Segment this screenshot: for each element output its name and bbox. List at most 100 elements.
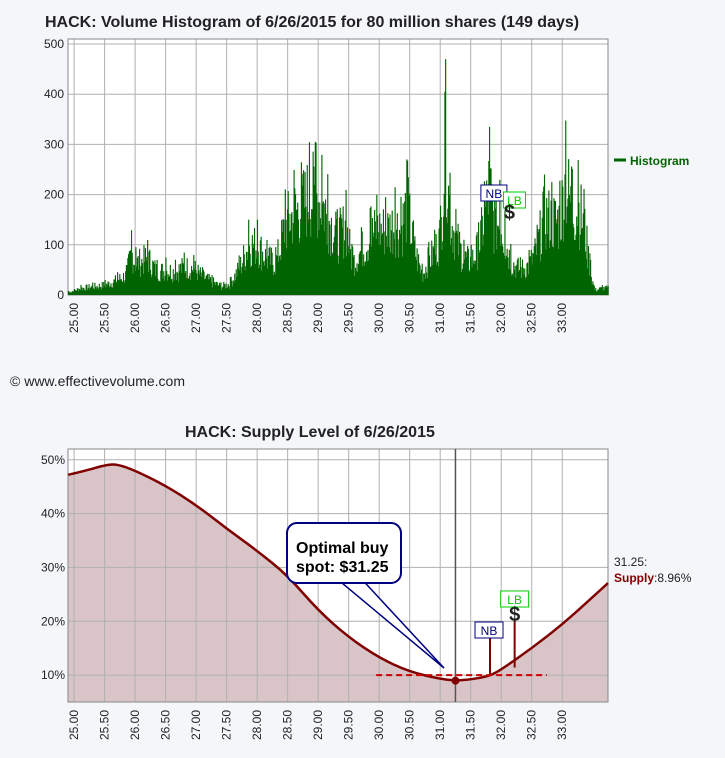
histogram-bar: [290, 213, 292, 295]
histogram-bar: [538, 229, 540, 295]
x-tick-label: 28.50: [281, 710, 295, 740]
histogram-bar: [448, 195, 450, 295]
histogram-bar: [428, 241, 430, 295]
histogram-bar: [133, 265, 136, 295]
supply-grid: [67, 448, 609, 703]
histogram-bar: [103, 282, 105, 295]
histogram-bar: [355, 267, 357, 295]
histogram-bar: [69, 291, 71, 295]
histogram-bar: [113, 279, 115, 295]
histogram-bar: [390, 252, 392, 295]
histogram-bar: [141, 263, 144, 295]
histogram-bar: [323, 231, 325, 295]
y-tick-label: 400: [44, 87, 64, 101]
histogram-bar: [436, 264, 438, 295]
histogram-bar: [330, 256, 332, 295]
histogram-bar: [261, 270, 263, 295]
histogram-bar: [497, 225, 499, 295]
histogram-bar: [130, 250, 132, 295]
histogram-bar: [519, 270, 521, 295]
histogram-bar: [70, 292, 73, 295]
x-tick-label: 30.00: [372, 710, 386, 740]
histogram-bar: [472, 249, 474, 295]
histogram-bar: [530, 249, 532, 295]
histogram-bar: [463, 239, 465, 295]
histogram-bar: [379, 244, 382, 295]
histogram-bar: [529, 256, 531, 295]
histogram-bar: [102, 287, 104, 295]
histogram-bar: [87, 287, 89, 295]
histogram-bar: [452, 252, 454, 295]
histogram-bar: [604, 285, 606, 295]
histogram-bar: [381, 234, 383, 295]
histogram-bar: [122, 281, 124, 295]
x-tick-label: 30.50: [403, 303, 417, 333]
histogram-bar: [295, 210, 297, 295]
histogram-bar: [183, 252, 185, 295]
histogram-bar: [372, 236, 374, 295]
callout-join: [330, 572, 357, 576]
histogram-bar: [187, 278, 189, 295]
histogram-bar: [426, 278, 428, 295]
histogram-bar: [243, 254, 245, 295]
x-tick-label: 31.50: [464, 303, 478, 333]
histogram-bar: [212, 287, 214, 295]
histogram-bar: [586, 225, 588, 295]
histogram-bar: [207, 273, 209, 295]
histogram-bar: [89, 287, 92, 295]
histogram-bar: [342, 206, 344, 295]
histogram-bar: [588, 275, 590, 295]
histogram-bar: [175, 280, 177, 295]
histogram-bar: [521, 259, 524, 295]
histogram-bar: [304, 171, 306, 295]
histogram-bar: [421, 263, 423, 295]
histogram-bar: [346, 227, 349, 295]
histogram-bar: [461, 268, 464, 295]
histogram-bar: [81, 290, 84, 295]
histogram-bar: [419, 265, 421, 295]
histogram-bar: [219, 284, 221, 295]
histogram-bar: [325, 199, 327, 295]
histogram-bar: [555, 223, 557, 295]
histogram-bar: [176, 271, 178, 295]
histogram-bar: [401, 225, 403, 295]
histogram-bar: [274, 274, 276, 295]
x-tick-label: 33.00: [555, 710, 569, 740]
histogram-bar: [257, 251, 259, 295]
histogram-bar: [270, 247, 272, 295]
histogram-bar: [462, 263, 464, 295]
histogram-bar: [74, 289, 76, 295]
histogram-bar: [357, 272, 359, 295]
histogram-bar: [382, 209, 384, 295]
histogram-bar: [548, 190, 550, 295]
histogram-bar: [350, 269, 352, 295]
histogram-bar: [169, 275, 171, 295]
histogram-bar: [511, 273, 513, 295]
histogram-bar: [478, 222, 480, 295]
histogram-bar: [108, 282, 110, 295]
histogram-bar: [453, 230, 455, 295]
histogram-bar: [403, 224, 405, 295]
histogram-bar: [232, 286, 234, 295]
histogram-bar: [420, 273, 422, 295]
histogram-bar: [579, 234, 581, 295]
histogram-bar: [425, 266, 427, 295]
histogram-bar: [142, 273, 144, 295]
histogram-bar: [470, 244, 472, 295]
histogram-bar: [107, 281, 109, 295]
histogram-bar: [388, 247, 390, 295]
histogram-bar: [506, 248, 508, 295]
histogram-bar: [580, 184, 582, 295]
histogram-bar: [156, 259, 158, 295]
histogram-bar: [600, 287, 602, 295]
histogram-bar: [314, 141, 316, 295]
histogram-bar: [333, 236, 335, 295]
histogram-bar: [171, 282, 174, 295]
histogram-bar: [456, 230, 458, 295]
histogram-bar: [203, 271, 205, 295]
histogram-bar: [288, 213, 290, 295]
histogram-bar: [272, 264, 274, 295]
histogram-bar: [486, 195, 488, 295]
histogram-bar: [574, 239, 576, 295]
histogram-bar: [289, 230, 291, 295]
